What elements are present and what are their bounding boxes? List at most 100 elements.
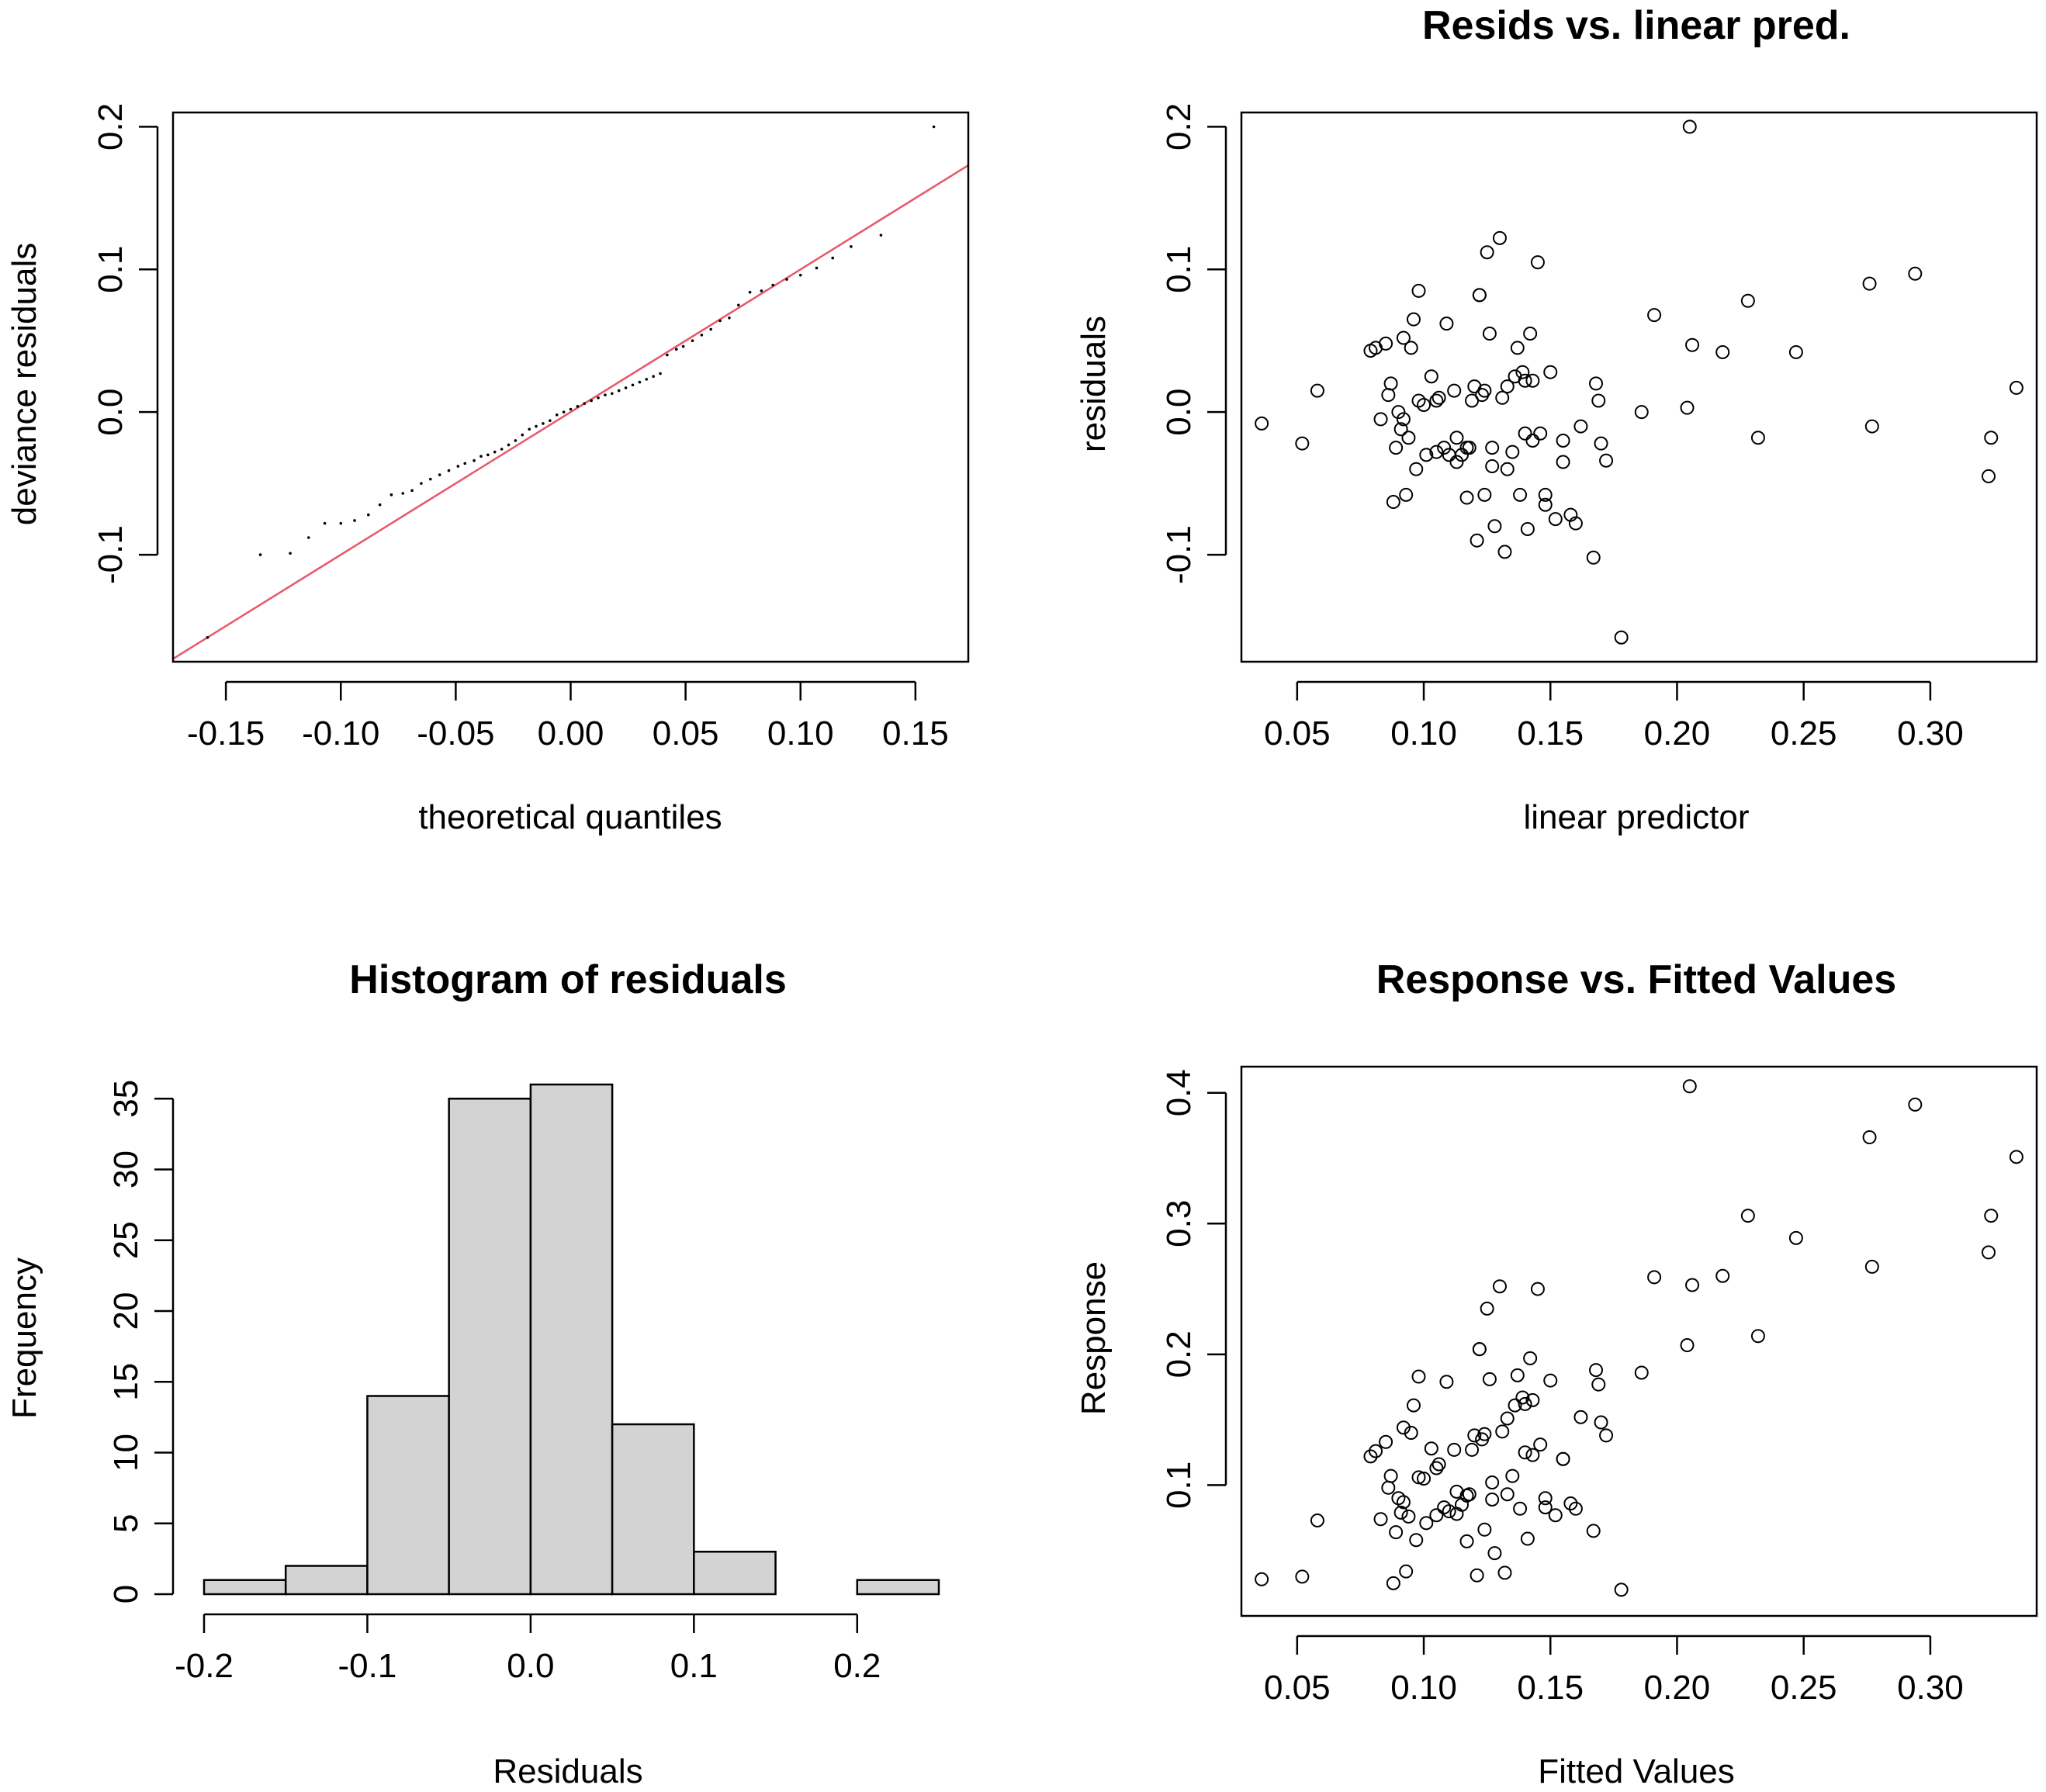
response-point [1525,1448,1540,1462]
residual-point [1525,433,1540,448]
qq-point [549,419,552,423]
residual-point [1432,390,1446,405]
residual-point [2009,380,2023,395]
qq-plot-x-label: theoretical quantiles [418,798,722,836]
histogram-bar [693,1551,777,1596]
response-point [1740,1209,1755,1223]
qq-point [879,234,883,237]
qq-plot-y-tick-label: 0.2 [92,103,130,150]
qq-point [323,521,327,525]
qq-point [624,386,628,389]
qq-point [932,125,936,129]
residual-point [1495,390,1510,405]
response-plot-panel: Response vs. Fitted Values 0.05 0.10 0.15 0… [1075,957,2038,1790]
residual-point [1525,373,1540,388]
qq-point [473,458,476,462]
response-point [1429,1508,1444,1523]
residual-point [1449,431,1464,445]
response-point [1538,1500,1553,1515]
qq-point [535,424,538,428]
response-point [1470,1568,1484,1583]
qq-point [479,455,483,458]
residual-point [1399,487,1414,502]
residual-point [1393,422,1408,437]
response-point [1520,1531,1535,1546]
qq-point [583,402,587,405]
response-point [1495,1424,1510,1439]
histogram-x-tick-label: 0.0 [507,1647,554,1685]
response-point [1442,1504,1456,1519]
qq-point [674,348,678,351]
histogram-bar [203,1579,287,1596]
qq-point [691,339,694,343]
qq-point [638,380,642,384]
residual-point [1634,405,1649,420]
qq-plot-y-tick-label: 0.0 [92,389,130,436]
residual-point [1295,436,1310,451]
residual-point [1518,373,1532,388]
response-point [1383,1469,1398,1483]
residual-point [1480,245,1494,260]
response-plot-marks [1255,1079,2023,1597]
response-point [1682,1079,1697,1094]
response-plot-y-label: Response [1075,1261,1113,1415]
response-point [1424,1441,1438,1456]
residual-point [1373,412,1388,427]
response-point [1518,1445,1532,1460]
residual-point [1548,512,1563,527]
residual-point [1599,453,1614,468]
qq-point [850,245,853,248]
qq-point [258,553,262,556]
residual-point [1386,495,1400,510]
response-plot-x-tick-label: 0.25 [1771,1669,1837,1707]
response-point [1680,1338,1695,1353]
residual-point [1589,376,1604,391]
histogram-marks [203,1083,940,1596]
qq-plot-y-tick-label: 0.1 [92,246,130,293]
residual-point [1908,266,1923,281]
response-point [1417,1472,1432,1486]
response-point [1647,1270,1662,1285]
response-point [1485,1475,1500,1490]
response-point [1568,1501,1583,1516]
residual-point [1437,441,1452,455]
response-point [1543,1373,1558,1388]
qq-point [389,493,393,496]
response-point [1908,1097,1923,1112]
qq-point [420,482,423,485]
response-point [1594,1415,1608,1430]
qq-point [771,283,774,287]
response-point [1788,1230,1803,1245]
residual-point [1500,462,1515,476]
response-point [1984,1209,1999,1223]
qq-plot-x-tick-label: 0.10 [767,714,834,752]
residual-point [1520,521,1535,536]
qq-point [500,448,504,451]
response-point [1513,1501,1528,1516]
response-point [1404,1426,1418,1440]
residual-point [1518,426,1532,441]
response-point [1614,1583,1629,1597]
residual-point [1647,308,1662,323]
qq-plot-frame [171,111,970,663]
response-point [1492,1279,1507,1294]
response-point [1485,1492,1500,1507]
response-point [1363,1449,1378,1464]
histogram-axes: -0.2 -0.1 0.0 0.1 0.2 0 5 10 15 20 25 30 35 [107,1080,881,1685]
qq-point [569,407,573,411]
response-point [1419,1516,1434,1531]
residual-point [1404,341,1418,355]
histogram-bar [366,1395,450,1596]
residual-point [1485,441,1500,455]
qq-point [597,396,600,400]
response-plot-x-tick-label: 0.20 [1644,1669,1711,1707]
response-plot-y-tick-label: 0.2 [1160,1330,1198,1378]
response-point [1500,1411,1515,1426]
response-point [1599,1428,1614,1443]
residual-point [1419,448,1434,462]
response-point [1401,1509,1416,1524]
residual-point [1424,369,1438,384]
response-point [1480,1301,1494,1316]
response-point [1586,1524,1601,1538]
response-point [1295,1569,1310,1584]
